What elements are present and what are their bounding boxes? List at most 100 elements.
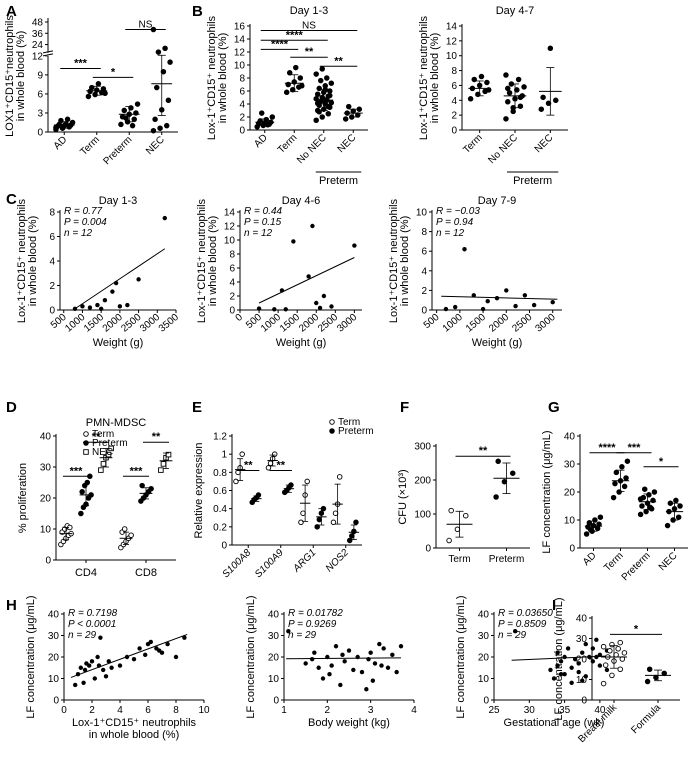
x-tick-label: 4 — [117, 705, 123, 716]
y-tick-label: 0 — [273, 696, 279, 707]
y-tick-label: 10 — [564, 516, 576, 527]
y-axis-label: % proliferation — [17, 463, 29, 533]
x-tick-label: Formula — [629, 702, 663, 736]
data-point — [353, 519, 359, 526]
data-point — [269, 114, 276, 120]
data-point — [467, 96, 474, 102]
data-point — [586, 520, 593, 526]
y-tick-label: 8 — [421, 227, 427, 238]
x-tick-label: 1 — [281, 705, 287, 716]
y-axis-label: Lox-1⁺CD15⁺ neutrophils — [196, 198, 208, 323]
y-tick-label: 40 — [478, 610, 490, 621]
data-point — [505, 99, 511, 105]
data-point — [129, 122, 136, 129]
x-axis-label: Lox-1⁺CD15⁺ neutrophils — [72, 717, 197, 729]
x-tick-label: 4 — [411, 705, 417, 716]
significance-label: ** — [305, 46, 314, 58]
panel-title: Day 4-6 — [282, 195, 321, 207]
stat-text: n = 29 — [68, 630, 97, 641]
data-point — [154, 84, 160, 91]
x-tick-label: ARG1 — [291, 547, 319, 575]
data-point — [394, 669, 399, 675]
data-point — [612, 480, 618, 487]
y-tick-label: 24 — [32, 40, 44, 51]
data-point — [329, 663, 334, 668]
data-point — [513, 303, 518, 309]
significance-label: **** — [598, 442, 616, 454]
data-point — [600, 643, 607, 650]
panel-letter-I: I — [552, 597, 556, 614]
data-point — [329, 419, 335, 425]
data-point — [182, 635, 187, 640]
significance-label: *** — [628, 442, 642, 454]
x-axis-label: Gestational age (wk) — [504, 717, 605, 729]
x-tick-label: NEC — [533, 132, 556, 155]
y-tick-label: 10 — [416, 208, 428, 219]
y-axis-label: LF concentration (μg/mL) — [245, 595, 257, 718]
data-point — [103, 674, 109, 679]
data-point — [92, 676, 98, 681]
data-point — [504, 288, 509, 293]
panel-letter-D: D — [6, 399, 17, 416]
data-point — [155, 49, 162, 55]
data-point — [309, 656, 315, 662]
stat-text: n = 29 — [498, 630, 527, 641]
y-tick-label: 20 — [268, 653, 280, 664]
data-point — [85, 93, 92, 100]
data-point — [131, 116, 137, 123]
group-label: Preterm — [513, 175, 552, 187]
x-tick-label: 10 — [198, 705, 210, 716]
x-tick-label: 40 — [594, 705, 606, 716]
stat-text: P = 0.94 — [436, 217, 474, 228]
data-point — [265, 122, 271, 128]
significance-label: * — [659, 456, 664, 468]
y-tick-label: 20 — [478, 653, 490, 664]
data-point — [283, 89, 290, 96]
y-tick-label: 0 — [53, 696, 59, 707]
y-tick-label: 9 — [37, 70, 43, 81]
y-tick-label: 2 — [229, 292, 235, 303]
panel-title: Day 1-3 — [99, 195, 138, 207]
y-tick-label: 40 — [48, 610, 60, 621]
data-point — [619, 464, 625, 470]
y-tick-label: 10 — [268, 674, 280, 685]
y-tick-label: 40 — [268, 610, 280, 621]
data-point — [148, 639, 153, 645]
data-point — [471, 76, 477, 83]
data-point — [600, 680, 607, 687]
data-point — [551, 676, 557, 681]
y-tick-label: 4 — [229, 278, 235, 289]
data-point — [448, 507, 454, 514]
panel-title: Day 7-9 — [478, 195, 517, 207]
legend-label: Preterm — [338, 426, 374, 437]
data-point — [255, 492, 262, 498]
x-tick-label: 1000 — [259, 312, 283, 335]
y-tick-label: 0 — [221, 541, 227, 552]
data-point — [110, 289, 115, 294]
stat-text: P < 0.0001 — [68, 619, 116, 630]
y-tick-label: 0 — [49, 306, 55, 317]
data-point — [576, 669, 581, 675]
data-point — [569, 665, 574, 670]
data-point — [293, 64, 299, 71]
data-point — [329, 428, 335, 434]
y-tick-label: 48 — [32, 18, 44, 29]
data-point — [117, 304, 123, 309]
y-tick-label: 2 — [239, 113, 245, 124]
data-point — [320, 676, 326, 681]
significance-label: *** — [130, 465, 144, 477]
data-point — [95, 302, 100, 308]
data-point — [283, 307, 288, 312]
data-point — [522, 293, 528, 298]
data-point — [398, 644, 404, 649]
y-axis-label: in whole blood (%) — [15, 31, 27, 122]
stat-text: R = 0.44 — [244, 206, 283, 217]
data-point — [462, 247, 467, 252]
panel-H2: 0 10 20 30 40 LF concentration (μg/mL) 1 2 3 4 Bod… — [245, 595, 417, 729]
data-point — [332, 510, 339, 516]
y-tick-label: 20 — [40, 494, 52, 505]
data-point — [675, 514, 682, 520]
data-point — [615, 646, 621, 652]
data-point — [87, 663, 92, 668]
x-tick-label: S100A9 — [253, 547, 286, 580]
